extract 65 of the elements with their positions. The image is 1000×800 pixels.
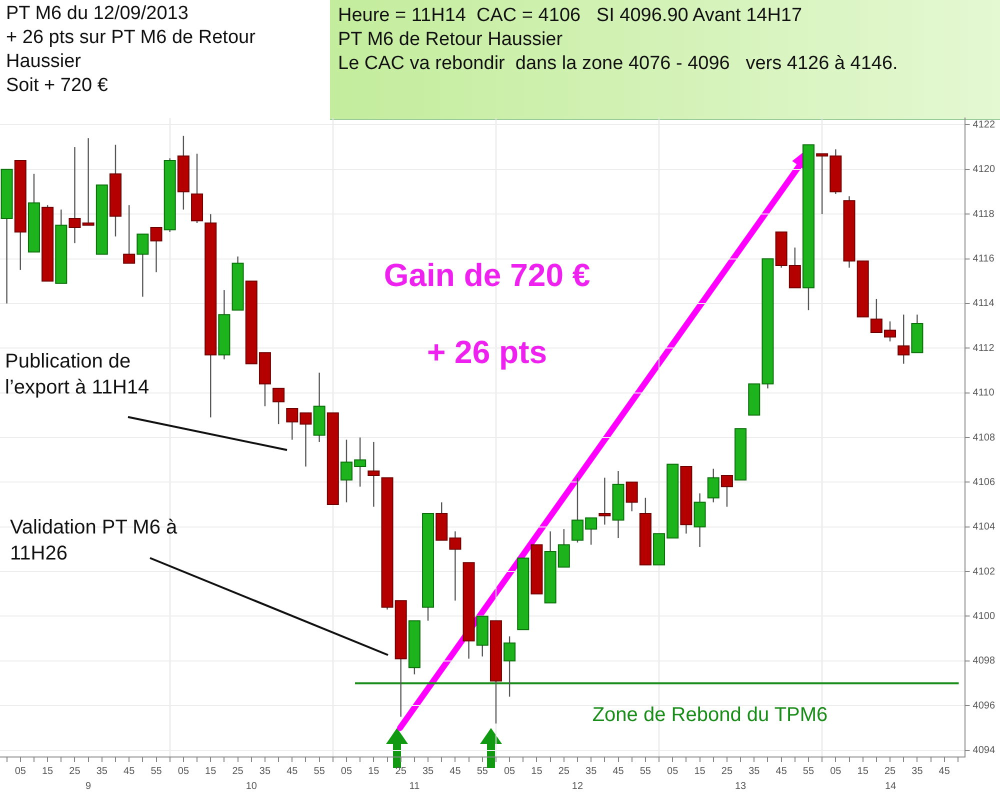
x-tick-label: 35 xyxy=(422,766,434,777)
annotation: + 26 pts xyxy=(426,334,548,370)
x-tick-label: 25 xyxy=(721,766,733,777)
y-tick-label: 4120 xyxy=(972,164,996,176)
y-tick-label: 4122 xyxy=(972,119,996,130)
x-tick-label: 55 xyxy=(802,766,814,777)
y-tick-label: 4106 xyxy=(972,476,996,488)
ref-line-label: Zone de Rebond du TPM6 xyxy=(592,704,828,726)
x-tick-label: 25 xyxy=(395,766,407,777)
x2-tick-label: 12 xyxy=(572,780,584,792)
x-tick-label: 25 xyxy=(232,766,244,777)
x2-tick-label: 13 xyxy=(734,780,747,792)
y-tick-label: 4102 xyxy=(972,566,996,578)
x-tick-label: 55 xyxy=(314,766,326,777)
x-tick-label: 45 xyxy=(450,766,462,777)
y-tick-label: 4108 xyxy=(972,432,996,444)
annotation: Publication de l’export à 11H14 xyxy=(5,350,150,399)
x-tick-label: 35 xyxy=(912,766,924,777)
x-tick-label: 35 xyxy=(96,766,108,777)
x-tick-label: 35 xyxy=(586,766,598,777)
x-tick-label: 25 xyxy=(69,766,81,777)
x-tick-label: 25 xyxy=(884,766,896,777)
x-tick-label: 55 xyxy=(640,766,652,777)
chart-subtitle: + 26 pts sur PT M6 de Retour Haussier xyxy=(6,26,256,74)
text: Soit + 720 € xyxy=(6,74,109,98)
x-tick-label: 45 xyxy=(776,766,788,777)
y-tick-label: 4110 xyxy=(972,388,995,399)
x-tick-label: 05 xyxy=(14,766,26,777)
y-tick-label: 4118 xyxy=(972,208,995,220)
x-tick-label: 15 xyxy=(694,766,706,777)
chart-title: PT M6 du 12/09/2013 xyxy=(6,2,190,26)
x-tick-label: 05 xyxy=(340,766,352,777)
annotation: Validation PT M6 à 11H26 xyxy=(10,516,178,565)
y-tick-label: 4104 xyxy=(972,522,996,533)
x-tick-label: 55 xyxy=(476,766,488,777)
x-tick-label: 35 xyxy=(259,766,271,777)
y-tick-label: 4112 xyxy=(972,342,995,354)
x2-tick-label: 14 xyxy=(885,780,897,792)
x-tick-label: 05 xyxy=(504,766,516,777)
x-tick-label: 05 xyxy=(178,766,190,777)
x-tick-label: 15 xyxy=(531,766,543,777)
x2-tick-label: 9 xyxy=(86,780,92,792)
note-box: Heure = 11H14 CAC = 4106 SI 4096.90 Avant 14H17 PT M6 de Retour Haussier Le CAC va rebondir dans la zone 4076 - 4096 vers 4126 à 4146. xyxy=(330,0,1000,120)
x-tick-label: 15 xyxy=(42,766,54,777)
x-tick-label: 45 xyxy=(612,766,624,777)
x-tick-label: 55 xyxy=(150,766,162,777)
x-tick-label: 05 xyxy=(667,766,679,777)
x-tick-label: 15 xyxy=(368,766,380,777)
x2-tick-label: 11 xyxy=(409,780,420,792)
y-tick-label: 4094 xyxy=(972,745,996,756)
y-tick-label: 4114 xyxy=(972,298,995,310)
x-tick-label: 15 xyxy=(205,766,217,777)
x-tick-label: 45 xyxy=(938,766,950,777)
x-tick-label: 45 xyxy=(286,766,298,777)
x-tick-label: 05 xyxy=(830,766,842,777)
x-tick-label: 15 xyxy=(857,766,869,777)
y-tick-label: 4116 xyxy=(972,254,995,265)
y-tick-label: 4096 xyxy=(972,700,996,712)
y-tick-label: 4100 xyxy=(972,610,996,622)
x-tick-label: 35 xyxy=(748,766,760,777)
x-tick-label: 25 xyxy=(558,766,570,777)
y-tick-label: 4098 xyxy=(972,656,996,667)
annotation: Gain de 720 € xyxy=(384,256,590,293)
x-tick-label: 45 xyxy=(124,766,136,777)
x2-tick-label: 10 xyxy=(246,780,258,792)
